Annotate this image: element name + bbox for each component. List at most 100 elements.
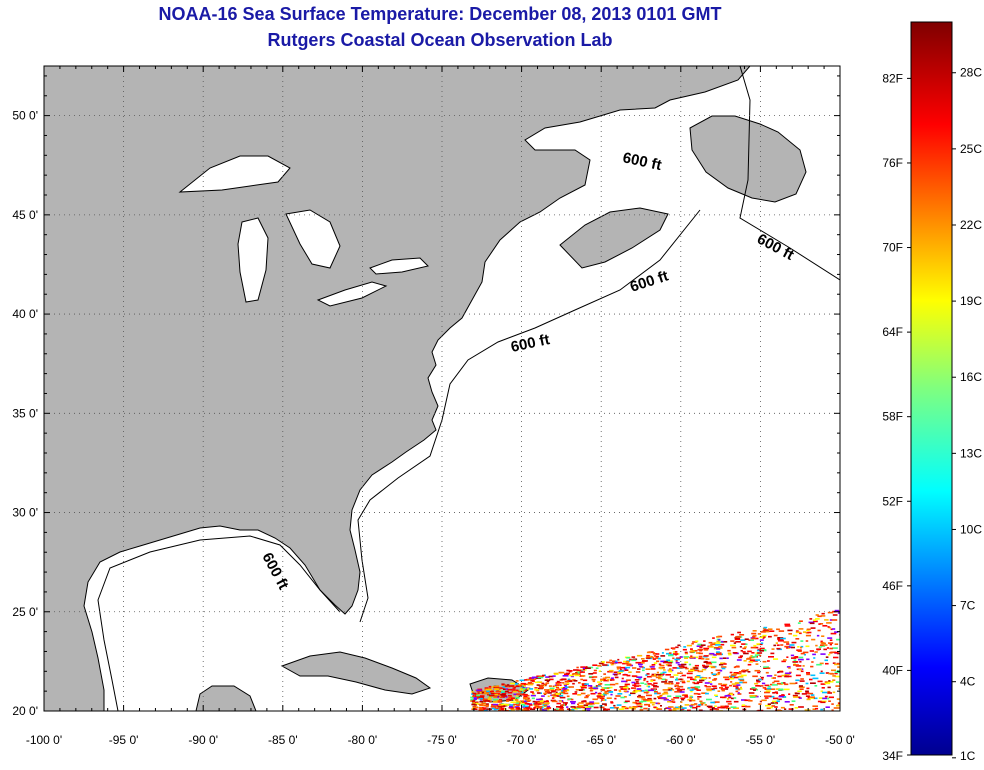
sst-pixel (720, 684, 727, 687)
sst-pixel (562, 675, 569, 677)
sst-pixel (610, 662, 613, 664)
sst-pixel (701, 692, 707, 694)
sst-pixel (573, 680, 578, 682)
sst-pixel (636, 705, 643, 708)
sst-pixel (473, 696, 479, 698)
sst-pixel (783, 659, 787, 661)
sst-pixel (589, 701, 595, 703)
sst-pixel (829, 639, 833, 641)
sst-pixel (805, 695, 810, 697)
sst-pixel (694, 664, 699, 667)
sst-pixel (701, 658, 705, 660)
sst-pixel (607, 670, 613, 673)
sst-pixel (741, 705, 747, 708)
sst-pixel (732, 685, 739, 687)
sst-pixel (701, 668, 707, 671)
sst-pixel (792, 634, 798, 637)
sst-pixel (570, 675, 574, 678)
sst-pixel (513, 693, 518, 696)
sst-pixel (638, 694, 641, 697)
sst-pixel (658, 657, 661, 660)
sst-pixel (561, 706, 564, 709)
sst-pixel (795, 631, 801, 634)
sst-pixel (702, 664, 705, 667)
sst-pixel (795, 638, 800, 640)
sst-pixel (766, 707, 771, 710)
sst-pixel (751, 655, 757, 658)
celsius-label: 19C (960, 294, 982, 308)
sst-pixel (663, 691, 668, 694)
sst-pixel (587, 685, 593, 687)
sst-pixel (773, 644, 776, 647)
sst-pixel (754, 688, 757, 690)
sst-pixel (697, 693, 701, 695)
sst-pixel (705, 658, 710, 660)
sst-pixel (668, 668, 672, 670)
sst-pixel (742, 669, 746, 672)
sst-pixel (595, 685, 600, 687)
sst-pixel (755, 637, 759, 640)
sst-pixel (797, 622, 801, 624)
sst-pixel (744, 699, 751, 702)
sst-pixel (555, 693, 560, 695)
sst-pixel (705, 661, 712, 664)
sst-pixel (487, 693, 490, 696)
sst-pixel (756, 649, 760, 652)
sst-pixel (479, 708, 483, 710)
sst-pixel (582, 700, 587, 703)
sst-pixel (822, 625, 828, 627)
sst-pixel (585, 666, 588, 668)
sst-pixel (834, 643, 839, 645)
lat-tick-label: 35 0' (12, 406, 38, 420)
sst-pixel (802, 651, 809, 654)
sst-pixel (553, 693, 558, 696)
sst-pixel (564, 684, 567, 687)
sst-pixel (494, 693, 498, 696)
sst-pixel (520, 688, 523, 690)
sst-pixel (643, 691, 649, 694)
sst-pixel (688, 669, 695, 672)
sst-pixel (698, 657, 702, 660)
sst-pixel (556, 706, 562, 708)
sst-pixel (667, 687, 672, 689)
sst-pixel (632, 691, 638, 693)
sst-pixel (793, 696, 799, 698)
sst-pixel (661, 681, 668, 683)
sst-pixel (736, 672, 742, 675)
sst-pixel (728, 692, 733, 695)
sst-pixel (721, 640, 724, 643)
sst-pixel (660, 660, 665, 663)
sst-pixel (805, 682, 809, 685)
sst-pixel (630, 692, 636, 695)
sst-pixel (498, 708, 502, 710)
sst-pixel (603, 687, 607, 689)
sst-pixel (671, 699, 675, 701)
sst-pixel (731, 683, 737, 685)
sst-pixel (713, 654, 717, 656)
sst-pixel (668, 700, 672, 702)
sst-pixel (558, 688, 562, 691)
sst-pixel (485, 705, 489, 707)
sst-pixel (640, 696, 646, 698)
sst-pixel (798, 685, 803, 687)
fahrenheit-labels: 34F 40F 46F 52F 58F 64F 70F 76F 82F (882, 71, 903, 763)
sst-pixel (761, 699, 767, 702)
sst-pixel (561, 700, 564, 703)
sst-pixel (787, 629, 793, 632)
sst-pixel (792, 694, 798, 697)
sst-pixel (754, 682, 759, 685)
sst-pixel (529, 707, 532, 710)
sst-pixel (472, 695, 476, 697)
sst-pixel (536, 675, 542, 678)
sst-pixel (591, 678, 596, 681)
sst-pixel (577, 706, 584, 708)
sst-pixel (735, 636, 741, 638)
sst-pixel (675, 687, 680, 690)
sst-pixel (605, 708, 610, 711)
sst-pixel (788, 693, 791, 695)
sst-pixel (544, 679, 551, 681)
sst-pixel (532, 692, 535, 695)
sst-pixel (638, 685, 642, 687)
sst-pixel (708, 677, 711, 679)
sst-pixel (834, 671, 840, 673)
